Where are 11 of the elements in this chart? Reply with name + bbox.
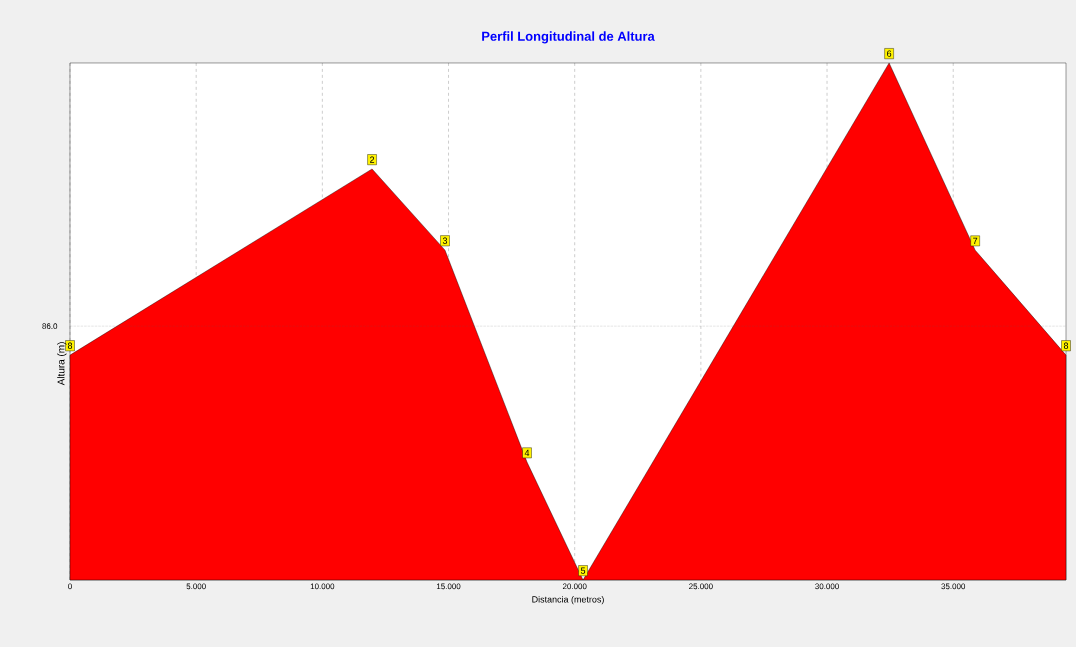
annotation: 3	[442, 237, 448, 244]
annotation: 5	[580, 567, 586, 574]
annotation: 7	[973, 237, 978, 244]
annotation: 8	[1063, 342, 1069, 349]
x-axis-title: Distancia (metros)	[532, 595, 604, 605]
annotation: 4	[524, 449, 530, 456]
annotation: 6	[887, 50, 892, 57]
annotation: 8	[67, 342, 73, 349]
annotation: 2	[370, 156, 375, 163]
chart-title: Perfil Longitudinal de Altura	[482, 31, 655, 44]
y-axis-title: Altura (m)	[57, 342, 67, 386]
